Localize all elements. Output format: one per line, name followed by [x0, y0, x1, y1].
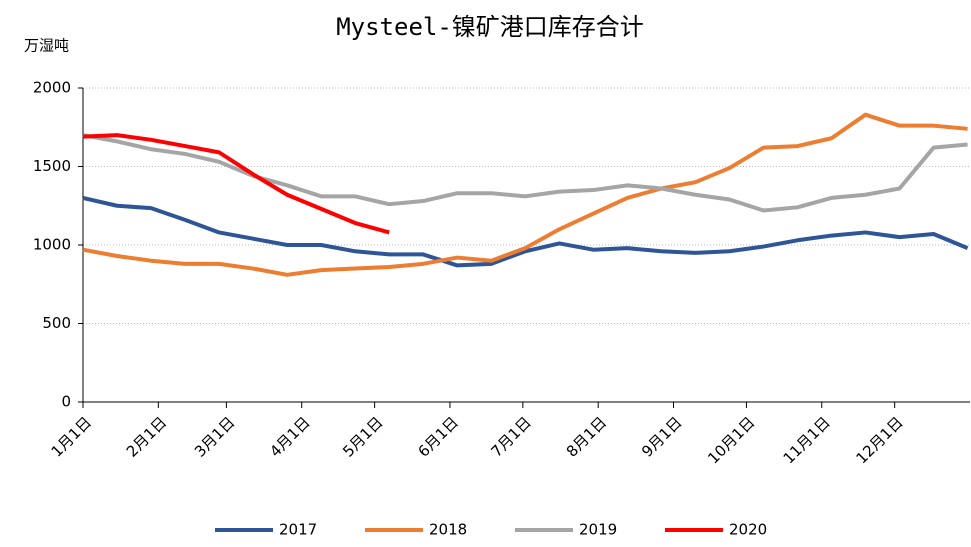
x-tick-label: 9月1日 [638, 413, 685, 460]
x-tick-label: 6月1日 [415, 413, 462, 460]
y-tick-label: 1000 [33, 236, 71, 254]
series-line [82, 133, 968, 213]
chart-title: Mysteel-镍矿港口库存合计 [336, 13, 644, 41]
series-line [82, 195, 969, 268]
y-axis-label: 万湿吨 [24, 37, 69, 55]
x-tick-label: 4月1日 [266, 413, 313, 460]
series-line [82, 133, 390, 235]
x-tick-label: 7月1日 [487, 413, 534, 460]
x-tick-label: 11月1日 [780, 413, 834, 467]
legend-label: 2018 [429, 521, 467, 539]
legend-label: 2017 [279, 521, 317, 539]
x-tick-label: 12月1日 [852, 413, 906, 467]
x-tick-label: 2月1日 [123, 413, 170, 460]
x-tick-label: 8月1日 [563, 413, 610, 460]
x-tick-label: 5月1日 [339, 413, 386, 460]
x-tick-label: 3月1日 [191, 413, 238, 460]
y-tick-label: 500 [42, 314, 71, 332]
y-tick-label: 2000 [33, 79, 71, 97]
series-line [82, 112, 968, 277]
legend-label: 2020 [729, 521, 767, 539]
legend-label: 2019 [579, 521, 617, 539]
y-tick-label: 1500 [33, 157, 71, 175]
x-tick-label: 10月1日 [704, 413, 758, 467]
y-tick-label: 0 [61, 393, 71, 411]
x-tick-label: 1月1日 [48, 413, 95, 460]
